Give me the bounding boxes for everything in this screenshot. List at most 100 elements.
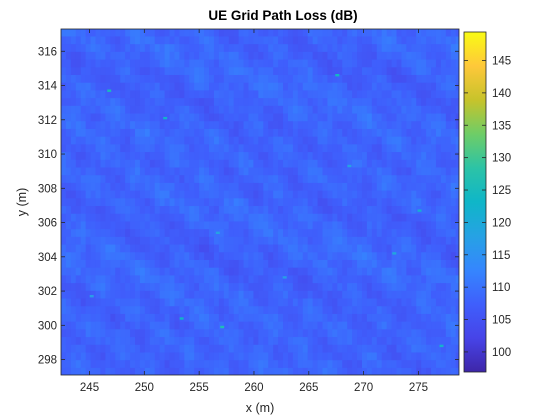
heatmap-cell: [174, 213, 181, 222]
heatmap-cell: [361, 313, 368, 322]
heatmap-cell: [352, 82, 358, 91]
heatmap-cell: [85, 259, 92, 268]
heatmap-cell: [268, 112, 274, 122]
heatmap-cell: [61, 297, 67, 307]
heatmap-cell: [238, 128, 245, 137]
heatmap-cell: [179, 213, 185, 222]
heatmap-cell: [179, 120, 185, 129]
heatmap-cell: [322, 136, 329, 145]
heatmap-cell: [347, 336, 353, 345]
heatmap-cell: [115, 58, 121, 68]
heatmap-cell: [80, 259, 87, 268]
heatmap-cell: [149, 359, 156, 368]
heatmap-cell: [233, 328, 240, 338]
heatmap-cell: [115, 220, 121, 230]
heatmap-cell: [381, 305, 388, 314]
heatmap-cell: [70, 220, 77, 230]
heatmap-cell: [411, 305, 417, 314]
heatmap-cell: [317, 213, 324, 222]
heatmap-cell: [248, 74, 255, 83]
heatmap-cell: [75, 66, 82, 75]
heatmap-cell: [125, 259, 131, 268]
heatmap-cell: [317, 51, 324, 60]
heatmap-cell: [120, 305, 126, 314]
heatmap-cell: [416, 336, 422, 345]
heatmap-cell: [406, 66, 412, 75]
heatmap-cell: [125, 328, 131, 338]
heatmap-cell: [179, 243, 185, 253]
heatmap-cell: [455, 151, 459, 160]
heatmap-cell: [337, 290, 343, 299]
heatmap-cell: [233, 43, 240, 52]
heatmap-cell: [268, 259, 274, 268]
heatmap-cell: [366, 328, 373, 338]
heatmap-cell: [174, 29, 181, 37]
heatmap-cell: [238, 51, 245, 60]
heatmap-cell: [174, 166, 181, 176]
heatmap-cell: [184, 228, 190, 237]
heatmap-cell: [322, 29, 329, 37]
heatmap-cell: [440, 367, 447, 375]
heatmap-cell: [426, 344, 432, 353]
heatmap-cell: [431, 89, 437, 99]
heatmap-cell: [228, 35, 235, 45]
heatmap-cell: [332, 205, 338, 214]
heatmap-cell: [381, 97, 388, 106]
heatmap-cell: [401, 259, 407, 268]
heatmap-cell: [440, 213, 447, 222]
heatmap-cell: [411, 243, 417, 253]
heatmap-cell: [90, 89, 97, 99]
heatmap-cell: [253, 182, 259, 191]
heatmap-cell: [65, 205, 72, 214]
heatmap-cell: [61, 290, 67, 299]
heatmap-cell: [396, 282, 403, 291]
heatmap-cell: [268, 213, 274, 222]
heatmap-cell: [292, 328, 299, 338]
heatmap-cell: [120, 313, 126, 322]
heatmap-cell: [361, 236, 368, 245]
heatmap-cell: [184, 128, 190, 137]
heatmap-cell: [391, 290, 398, 299]
heatmap-cell: [139, 359, 146, 368]
heatmap-cell: [283, 174, 289, 183]
heatmap-cell: [292, 166, 299, 176]
heatmap-cell: [213, 74, 220, 83]
heatmap-cell: [105, 313, 111, 322]
heatmap-cell: [100, 313, 106, 322]
heatmap-cell: [144, 151, 151, 160]
heatmap-cell: [292, 305, 299, 314]
heatmap-cell: [184, 182, 190, 191]
heatmap-cell: [174, 105, 181, 114]
heatmap-cell: [164, 74, 171, 83]
peak-sample-point: [89, 295, 94, 298]
heatmap-cell: [174, 190, 181, 199]
heatmap-cell: [263, 220, 269, 230]
heatmap-cell: [381, 43, 388, 52]
heatmap-cell: [258, 136, 264, 145]
heatmap-cell: [317, 174, 324, 183]
heatmap-cell: [342, 128, 348, 137]
heatmap-cell: [322, 267, 329, 276]
heatmap-cell: [421, 51, 427, 60]
heatmap-cell: [70, 321, 77, 330]
heatmap-cell: [426, 35, 432, 45]
heatmap-cell: [233, 120, 240, 129]
heatmap-cell: [421, 136, 427, 145]
heatmap-cell: [332, 197, 338, 207]
heatmap-cell: [421, 97, 427, 106]
heatmap-cell: [135, 29, 141, 37]
heatmap-cell: [450, 190, 457, 199]
heatmap-cell: [144, 182, 151, 191]
heatmap-cell: [307, 43, 314, 52]
heatmap-cell: [347, 120, 353, 129]
heatmap-cell: [317, 220, 324, 230]
heatmap-cell: [149, 213, 156, 222]
heatmap-cell: [110, 344, 116, 353]
heatmap-cell: [144, 344, 151, 353]
heatmap-cell: [144, 82, 151, 91]
heatmap-cell: [218, 166, 225, 176]
heatmap-cell: [204, 166, 210, 176]
heatmap-cell: [342, 367, 348, 375]
heatmap-cell: [421, 305, 427, 314]
heatmap-cell: [445, 151, 452, 160]
